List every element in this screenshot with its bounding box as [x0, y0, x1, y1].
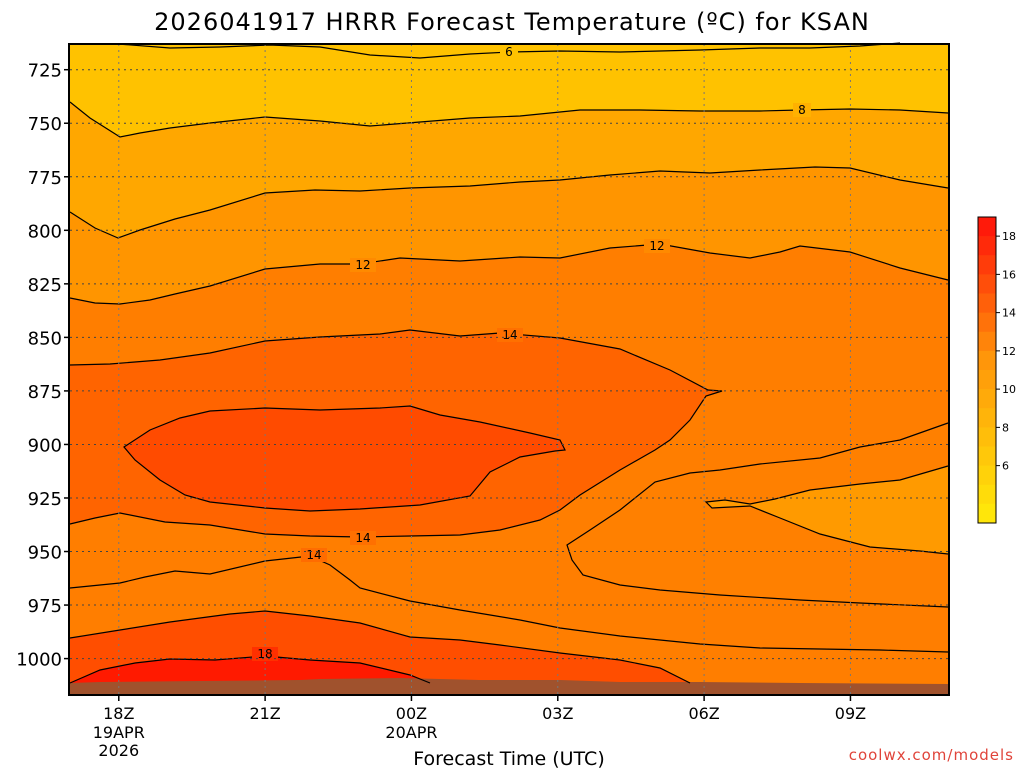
colorbar-swatch-5: [978, 484, 996, 505]
terrain-ground: [70, 678, 948, 695]
y-axis: 725 750 775 800 825 850 875 900 925 950 975 1000: [16, 61, 70, 671]
y-tick-label-725: 725: [28, 61, 62, 82]
colorbar-swatch-15: [978, 293, 996, 314]
colorbar-swatch-4: [978, 503, 996, 524]
contour-label-14-c: 14: [306, 548, 321, 562]
band-10-12-lower: [706, 466, 948, 554]
colorbar-frame: [977, 216, 997, 524]
y-tick-label-1000: 1000: [16, 650, 62, 671]
colorbar: 18 16 14 12 10 8 6: [977, 216, 1016, 524]
colorbar-swatch-7: [978, 446, 996, 467]
colorbar-swatch-13: [978, 331, 996, 352]
contour-label-8: 8: [798, 103, 806, 117]
contour-lines: [69, 42, 949, 684]
contour-label-14-b: 14: [355, 531, 370, 545]
x-tick-label-18Z: 18Z: [103, 704, 134, 723]
contour-label-14-a: 14: [502, 328, 517, 342]
x-tick-sublabel-19APR: 19APR: [93, 723, 145, 742]
contour-14-upper: [69, 329, 723, 538]
contour-12-lower: [566, 422, 949, 608]
contour-label-18: 18: [257, 647, 272, 661]
colorbar-label-16: 16: [1002, 268, 1016, 281]
contour-12: [69, 243, 949, 305]
y-tick-label-775: 775: [28, 168, 62, 189]
colorbar-label-18: 18: [1002, 230, 1016, 243]
band-12-14-lower: [567, 423, 948, 607]
y-tick-label-900: 900: [28, 435, 62, 456]
y-tick-label-950: 950: [28, 543, 62, 564]
contour-6: [117, 42, 901, 59]
x-tick-sublabel-2026: 2026: [98, 741, 139, 760]
contour-18: [69, 655, 431, 684]
colorbar-label-6: 6: [1002, 460, 1009, 473]
colorbar-swatch-17: [978, 255, 996, 275]
colorbar-swatch-18: [978, 236, 996, 256]
colorbar-swatch-9: [978, 408, 996, 428]
colorbar-swatch-12: [978, 350, 996, 371]
colorbar-swatch-16: [978, 274, 996, 294]
contour-10: [69, 166, 949, 239]
x-tick-label-09Z: 09Z: [835, 704, 866, 723]
colorbar-label-8: 8: [1002, 421, 1009, 434]
x-tick-label-03Z: 03Z: [542, 704, 573, 723]
y-tick-label-750: 750: [28, 114, 62, 135]
plot-frame: [68, 43, 950, 696]
contour-labels: 6 8 12 12 14 14 14 18: [252, 45, 811, 661]
x-tick-sublabel-20APR: 20APR: [385, 723, 437, 742]
colorbar-swatch-11: [978, 370, 996, 390]
colorbar-label-14: 14: [1002, 307, 1016, 320]
contour-label-12-a: 12: [355, 258, 370, 272]
colorbar-swatch-8: [978, 427, 996, 447]
colorbar-swatch-19: [978, 217, 996, 237]
credit-text: coolwx.com/models: [849, 746, 1014, 764]
colorbar-swatch-14: [978, 312, 996, 333]
x-axis-label: Forecast Time (UTC): [413, 748, 604, 768]
y-tick-label-875: 875: [28, 382, 62, 403]
y-tick-label-850: 850: [28, 328, 62, 349]
contour-10-lower: [704, 465, 949, 555]
contour-16-core: [123, 405, 566, 512]
x-tick-label-00Z: 00Z: [396, 704, 427, 723]
grid-lines: [70, 44, 948, 695]
y-tick-label-825: 825: [28, 275, 62, 296]
y-tick-label-925: 925: [28, 489, 62, 510]
colorbar-label-10: 10: [1002, 383, 1016, 396]
y-tick-label-975: 975: [28, 596, 62, 617]
colorbar-swatch-6: [978, 465, 996, 486]
band-16-18: [124, 406, 565, 511]
y-tick-label-800: 800: [28, 221, 62, 242]
contour-label-6: 6: [505, 45, 513, 59]
chart-title: 2026041917 HRRR Forecast Temperature (ºC…: [154, 8, 870, 36]
contour-label-12-b: 12: [649, 239, 664, 253]
plot-area: 6 8 12 12 14 14 14 18: [68, 42, 950, 696]
band-18-20: [70, 656, 430, 683]
x-tick-label-06Z: 06Z: [688, 704, 719, 723]
contour-14-lower: [69, 555, 949, 653]
x-tick-label-21Z: 21Z: [249, 704, 280, 723]
colorbar-label-12: 12: [1002, 345, 1016, 358]
colorbar-swatch-10: [978, 389, 996, 409]
